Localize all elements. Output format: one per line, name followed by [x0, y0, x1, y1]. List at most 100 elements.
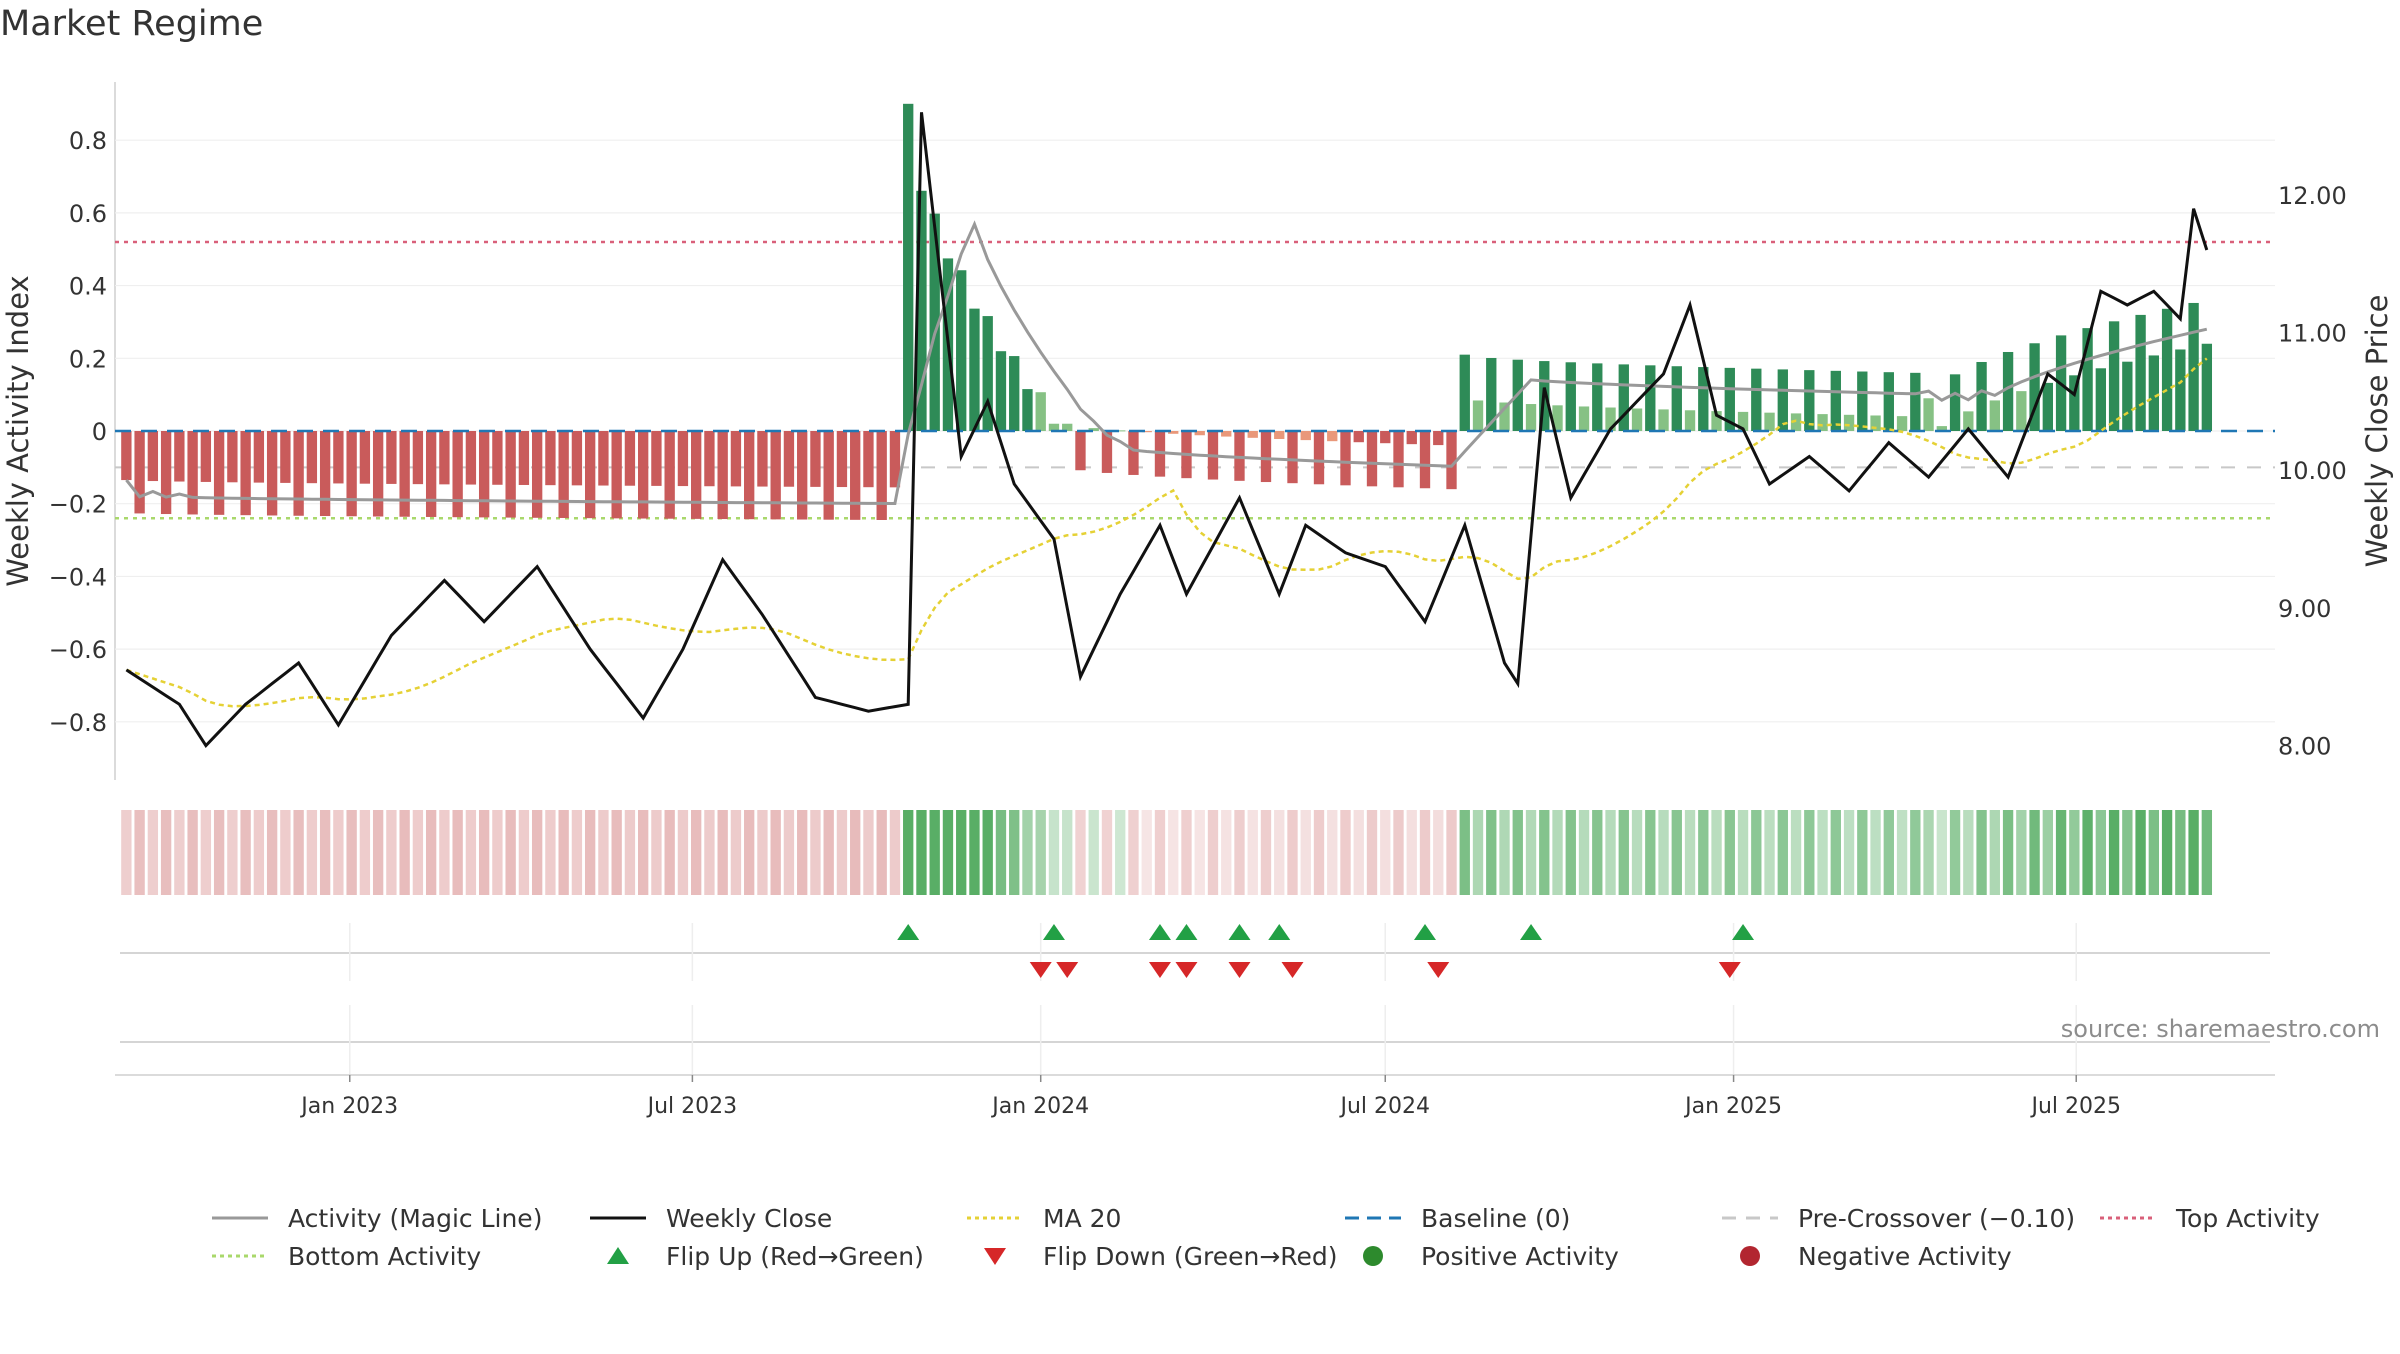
- regime-cell: [439, 810, 450, 895]
- flip-up-marker: [1228, 924, 1251, 940]
- activity-bar: [333, 431, 344, 484]
- regime-cell: [1035, 810, 1046, 895]
- regime-cell: [942, 810, 954, 895]
- activity-bar: [783, 431, 795, 487]
- activity-bar: [1419, 431, 1431, 489]
- date-tick-label: Jan 2025: [1683, 1094, 1782, 1119]
- activity-bar: [452, 431, 463, 518]
- regime-cell: [1247, 810, 1258, 895]
- regime-cell: [465, 810, 477, 895]
- activity-bar: [253, 431, 265, 483]
- activity-bar: [1459, 354, 1470, 431]
- regime-cell: [571, 810, 583, 895]
- flip-down-marker: [1175, 962, 1198, 978]
- activity-bar: [2042, 382, 2053, 431]
- date-tick-label: Jul 2025: [2029, 1094, 2121, 1119]
- regime-cell: [691, 810, 702, 895]
- activity-bar: [2108, 321, 2120, 431]
- regime-cell: [717, 810, 728, 895]
- activity-bar: [876, 431, 887, 520]
- activity-bar: [1565, 362, 1576, 431]
- flip-down-marker: [1228, 962, 1251, 978]
- regime-cell: [187, 810, 198, 895]
- activity-bar: [227, 431, 238, 483]
- regime-cell: [1618, 810, 1629, 895]
- activity-bar: [2135, 314, 2146, 431]
- legend-item-pos: Positive Activity: [1343, 1238, 1619, 1274]
- regime-cell: [1181, 810, 1192, 895]
- regime-cell: [518, 810, 530, 895]
- activity-bar: [916, 190, 927, 431]
- legend-label: Flip Up (Red→Green): [666, 1241, 924, 1271]
- regime-cell: [1830, 810, 1841, 895]
- regime-cell: [253, 810, 265, 895]
- regime-cell: [903, 810, 914, 895]
- legend-item-top: Top Activity: [2098, 1200, 2320, 1236]
- activity-bar: [929, 213, 940, 431]
- regime-cell: [1989, 810, 2000, 895]
- flip-up-marker: [1042, 924, 1065, 940]
- activity-bar: [1327, 431, 1338, 442]
- activity-bar: [518, 431, 530, 485]
- activity-bar: [412, 431, 424, 485]
- flip-up-marker: [1414, 924, 1437, 940]
- activity-bar: [1923, 398, 1934, 431]
- regime-cell: [558, 810, 569, 895]
- regime-cell: [1168, 810, 1179, 895]
- activity-bar: [1804, 370, 1815, 431]
- flipup-swatch: [607, 1247, 629, 1264]
- regime-cell: [306, 810, 318, 895]
- regime-cell: [1260, 810, 1272, 895]
- right-axis-title: Weekly Close Price: [2360, 295, 2394, 568]
- close-swatch: [590, 1216, 646, 1220]
- regime-cell: [611, 810, 622, 895]
- activity-bar: [956, 270, 967, 431]
- regime-cell: [929, 810, 940, 895]
- right-tick-label: 12.00: [2278, 182, 2347, 210]
- activity-bar: [1578, 406, 1590, 431]
- regime-cell: [1883, 810, 1894, 895]
- activity-swatch: [212, 1216, 268, 1220]
- activity-bar: [266, 431, 278, 516]
- regime-cell: [1539, 810, 1550, 895]
- regime-cell: [651, 810, 662, 895]
- activity-bar: [1340, 431, 1351, 486]
- chart-title: Market Regime: [0, 4, 264, 44]
- right-tick-label: 10.00: [2278, 457, 2347, 485]
- regime-cell: [399, 810, 410, 895]
- activity-bar: [147, 431, 159, 482]
- activity-bar: [134, 431, 145, 514]
- activity-bar: [850, 431, 861, 520]
- regime-cell: [1843, 810, 1855, 895]
- regime-cell: [1115, 810, 1126, 895]
- activity-bar: [1048, 423, 1060, 431]
- regime-cell: [1857, 810, 1868, 895]
- neg-swatch: [1740, 1246, 1760, 1266]
- activity-bar: [1035, 392, 1046, 431]
- date-tick-label: Jul 2024: [1338, 1094, 1430, 1119]
- activity-bar: [1645, 365, 1656, 431]
- activity-bar: [1366, 431, 1378, 487]
- regime-cell: [372, 810, 384, 895]
- top-swatch: [2100, 1216, 2156, 1220]
- activity-bar: [121, 431, 132, 481]
- activity-bar: [160, 431, 172, 515]
- activity-bar: [1949, 374, 1961, 431]
- regime-cell: [664, 810, 675, 895]
- activity-bar: [1380, 431, 1391, 444]
- activity-bar: [1976, 361, 1987, 431]
- regime-cell: [889, 810, 901, 895]
- regime-cell: [2055, 810, 2067, 895]
- regime-cell: [1433, 810, 1444, 895]
- activity-bar: [1936, 426, 1947, 431]
- left-tick-label: 0: [92, 418, 107, 446]
- regime-cell: [1963, 810, 1974, 895]
- regime-cell: [1075, 810, 1086, 895]
- regime-cell: [1128, 810, 1139, 895]
- activity-bar: [1671, 366, 1682, 431]
- activity-bar: [730, 431, 742, 487]
- activity-bar: [1274, 431, 1285, 439]
- regime-cell: [1419, 810, 1431, 895]
- flip-down-marker: [1056, 962, 1079, 978]
